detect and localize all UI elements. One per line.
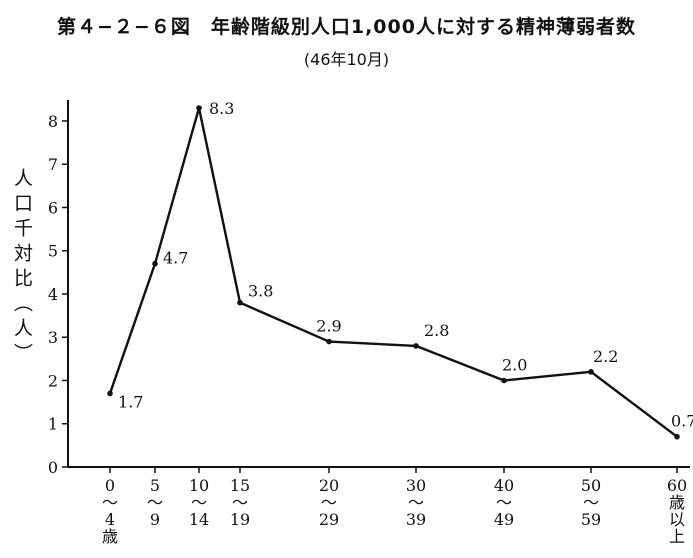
x-tick-label: 60 歳以上	[667, 476, 687, 546]
chart-title: 第４−２−６図 年齢階級別人口1,000人に対する精神薄弱者数	[57, 16, 636, 38]
y-tick-label: 4	[48, 285, 58, 304]
x-tick-label-line: 60	[667, 476, 687, 495]
x-tick-label-line: 上	[669, 527, 685, 546]
y-tick-label: 3	[48, 328, 58, 347]
data-label: 1.7	[118, 392, 143, 411]
y-tick-label: 2	[48, 371, 58, 390]
x-tick-label-line: 〜	[191, 493, 207, 512]
y-tick-label: 6	[48, 198, 58, 217]
data-point	[326, 338, 332, 345]
data-label: 2.9	[316, 317, 341, 336]
data-point	[501, 377, 507, 384]
x-tick-label: 50 〜 59	[581, 476, 601, 529]
data-point	[674, 433, 680, 440]
y-tick-label: 7	[48, 155, 58, 174]
data-label: 4.7	[163, 249, 188, 268]
series-line	[108, 106, 678, 438]
x-tick-label: 20 〜 29	[319, 476, 339, 529]
data-label: 8.3	[209, 99, 234, 118]
x-tick-label-line: 9	[150, 510, 160, 529]
x-tick-label-line: 〜	[102, 493, 118, 512]
x-tick-label-line: 以	[669, 510, 685, 529]
x-tick-label-line: 50	[581, 476, 601, 495]
x-tick-label: 15 〜 19	[230, 476, 250, 529]
data-label: 0.7	[671, 412, 693, 431]
x-tick-label-line: 〜	[496, 493, 512, 512]
x-tick-label: 10 〜 14	[189, 476, 209, 529]
x-tick-label-line: 29	[319, 510, 339, 529]
data-point	[237, 299, 243, 306]
data-label: 2.8	[424, 321, 449, 340]
y-tick-label: 5	[48, 242, 58, 261]
x-tick-label-line: 39	[406, 510, 426, 529]
data-point	[107, 390, 113, 397]
data-point	[413, 343, 419, 349]
x-tick-label-line: 〜	[147, 493, 163, 512]
x-tick-label-line: 5	[150, 476, 160, 495]
x-tick-label-line: 20	[319, 476, 339, 495]
data-point	[196, 105, 202, 111]
x-tick-label: 30 〜 39	[406, 476, 426, 529]
data-point	[152, 260, 158, 267]
x-tick-label-line: 30	[406, 476, 426, 495]
y-tick-label: 1	[48, 415, 58, 434]
x-tick-label-line: 15	[230, 476, 250, 495]
data-point	[588, 369, 594, 375]
x-tick-label-line: 0	[105, 476, 115, 495]
data-label: 2.2	[593, 347, 618, 366]
x-tick-label-line: 歳	[102, 527, 118, 546]
x-tick-label-line: 40	[494, 476, 514, 495]
data-label: 2.0	[502, 355, 527, 374]
y-tick-label: 8	[48, 112, 58, 131]
x-tick-label-line: 〜	[232, 493, 248, 512]
x-tick-label-line: 10	[189, 476, 209, 495]
x-tick-label-line: 〜	[321, 493, 337, 512]
x-tick-label-line: 14	[189, 510, 209, 529]
x-tick-label-line: 59	[581, 510, 601, 529]
x-tick-label: 5 〜 9	[147, 476, 163, 529]
x-tick-label: 0 〜 4 歳	[102, 476, 118, 546]
y-tick-label: 0	[48, 458, 58, 477]
x-tick-label-line: 〜	[408, 493, 424, 512]
y-axis-label: 人口千対比（人）	[11, 168, 33, 368]
x-tick-label-line: 歳	[669, 493, 685, 512]
x-tick-label-line: 49	[494, 510, 514, 529]
x-tick-label-line: 〜	[583, 493, 599, 512]
x-tick-label-line: 19	[230, 510, 250, 529]
data-label: 3.8	[248, 282, 273, 301]
chart-subtitle: (46年10月)	[303, 50, 390, 69]
x-tick-label-line: 4	[105, 510, 115, 529]
x-tick-label: 40 〜 49	[494, 476, 514, 529]
